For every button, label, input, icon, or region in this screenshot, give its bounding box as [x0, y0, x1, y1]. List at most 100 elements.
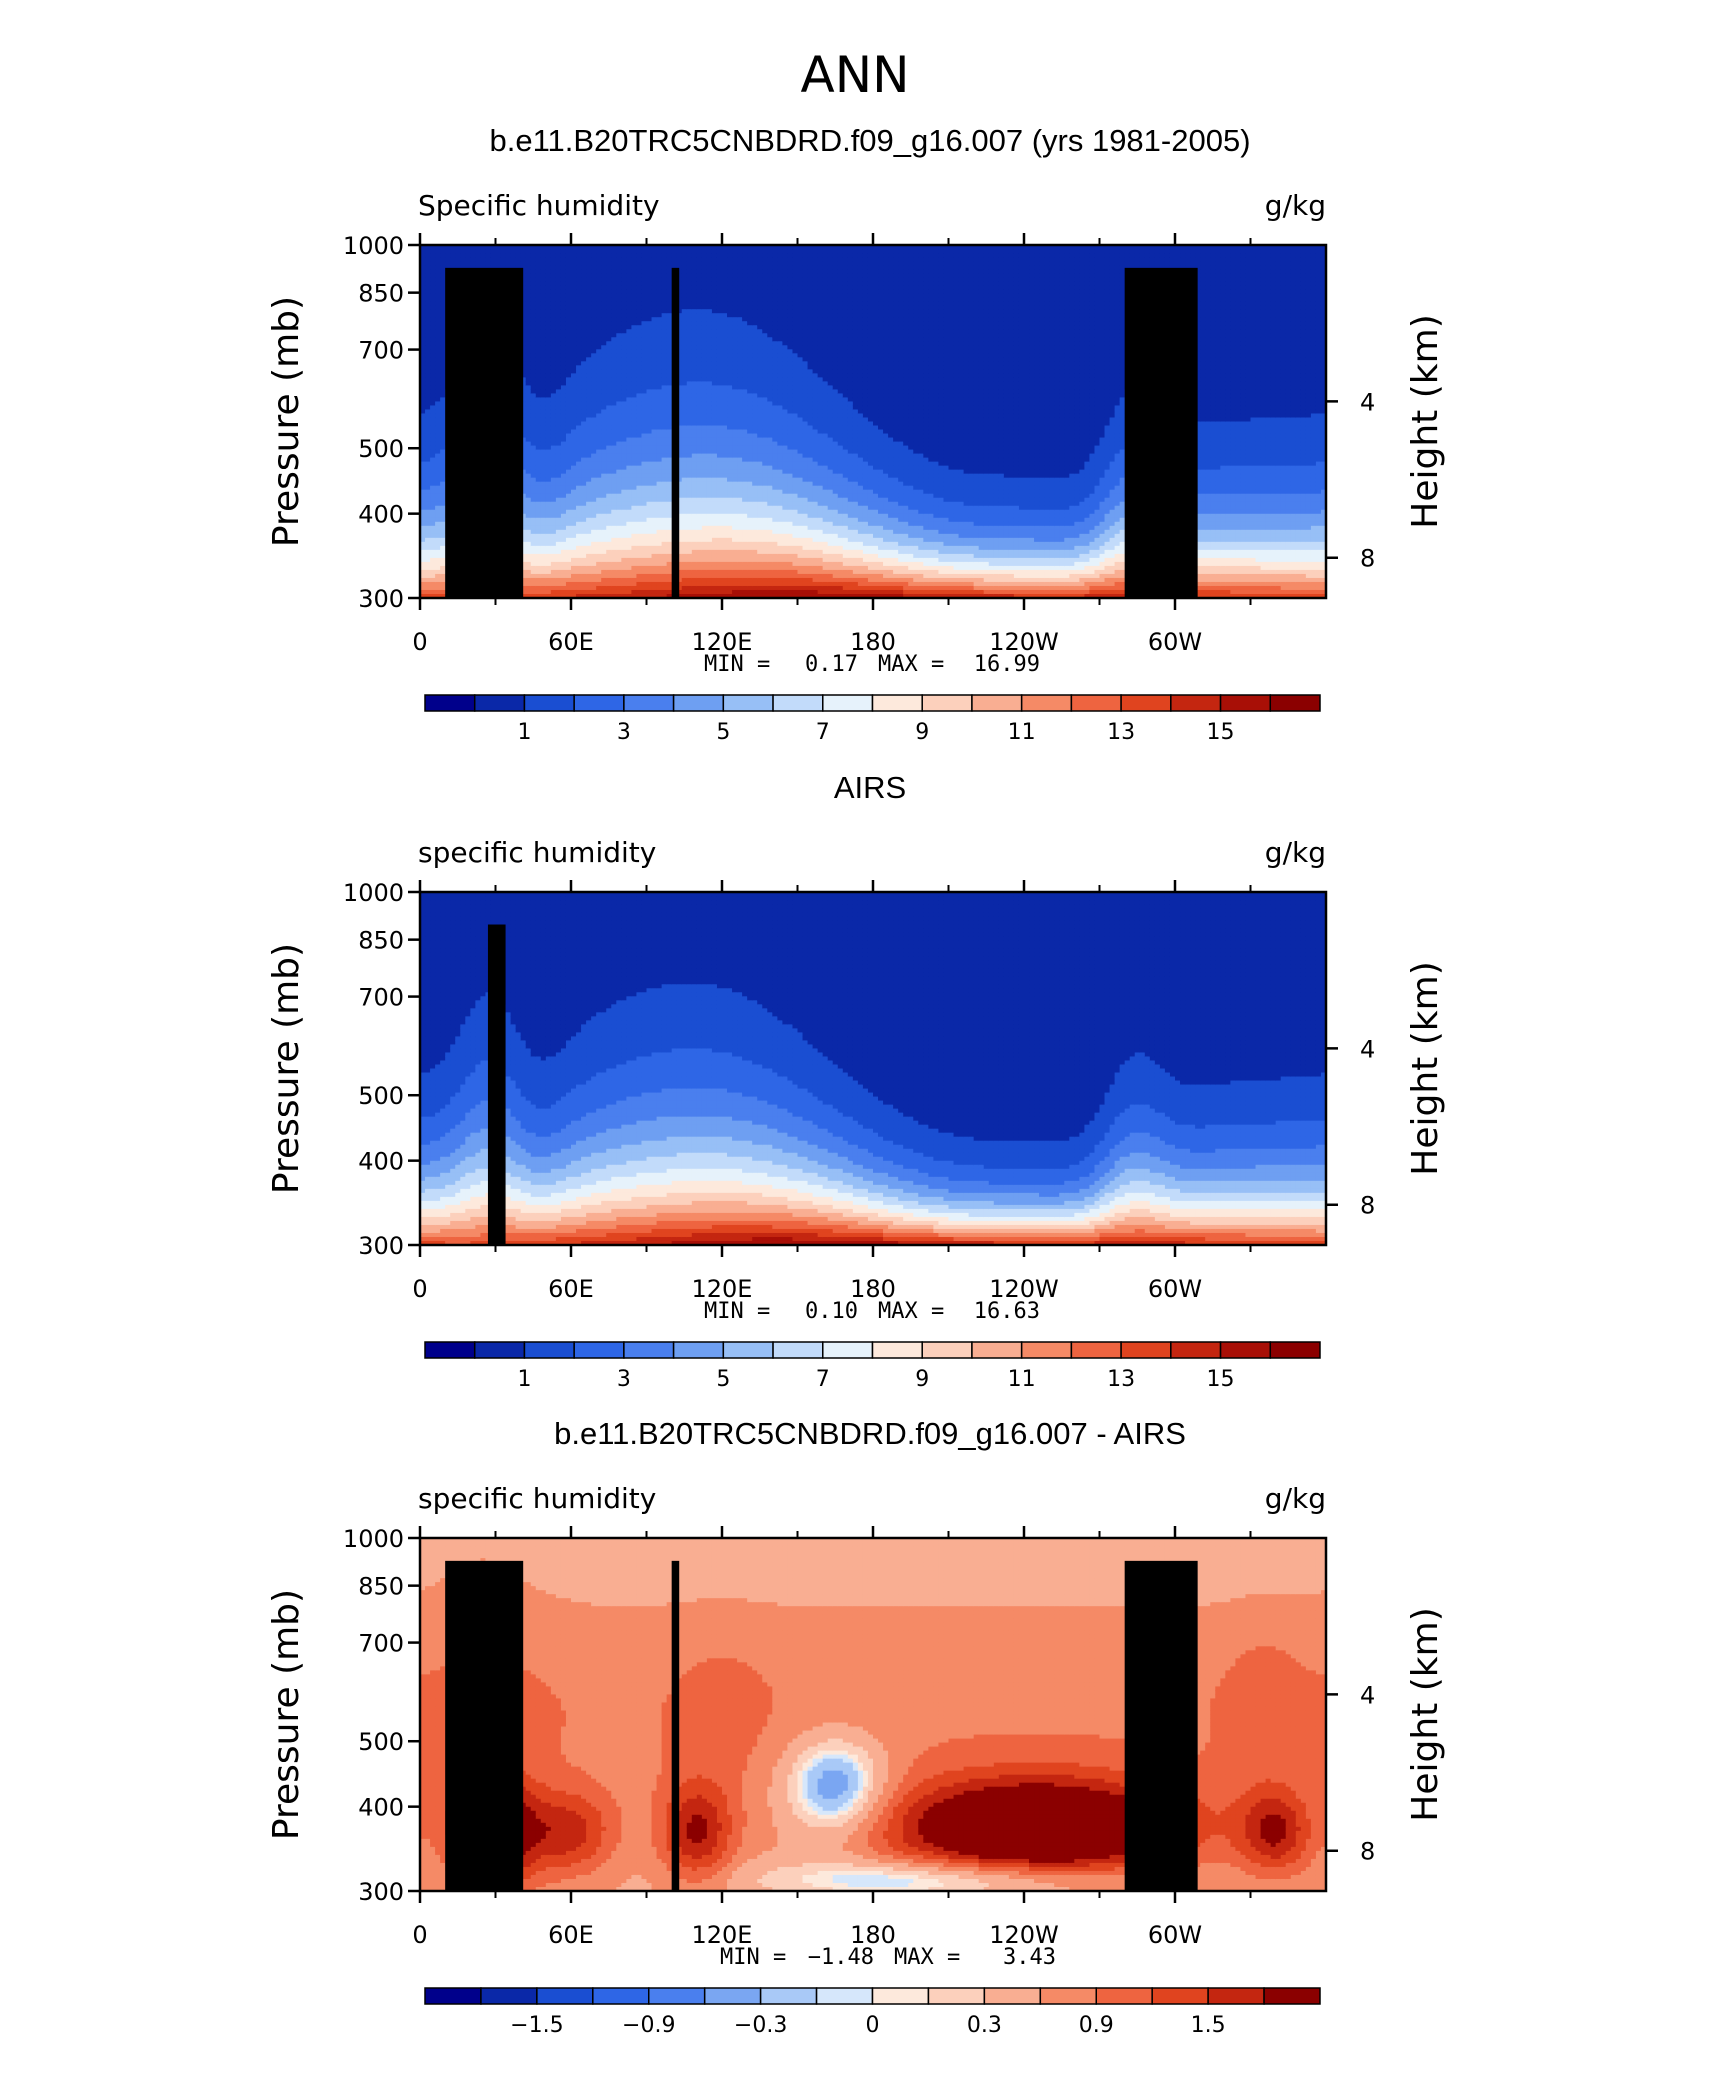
contour-cell — [626, 589, 632, 595]
contour-cell — [495, 253, 502, 258]
contour-cell — [641, 337, 648, 342]
contour-cell — [651, 313, 658, 318]
contour-cell — [525, 297, 532, 302]
contour-cell — [686, 453, 693, 459]
contour-cell — [591, 481, 597, 487]
contour-cell — [641, 281, 648, 286]
contour-cell — [455, 261, 461, 266]
contour-cell — [545, 405, 552, 411]
contour-cell — [571, 569, 577, 575]
contour-cell — [641, 273, 648, 278]
contour-cell — [520, 513, 527, 519]
contour-cell — [540, 317, 547, 322]
contour-cell — [636, 389, 643, 395]
contour-cell — [666, 389, 673, 395]
contour-cell — [606, 381, 612, 386]
contour-cell — [591, 553, 597, 559]
contour-cell — [525, 513, 532, 519]
contour-cell — [661, 417, 668, 423]
contour-cell — [646, 545, 653, 551]
contour-cell — [591, 273, 597, 278]
contour-cell — [440, 473, 446, 479]
contour-cell — [641, 529, 648, 535]
contour-cell — [696, 461, 703, 467]
contour-cell — [440, 437, 446, 443]
contour-cell — [656, 413, 663, 419]
contour-cell — [656, 449, 663, 455]
contour-cell — [435, 557, 441, 563]
contour-cell — [535, 417, 542, 423]
contour-cell — [596, 261, 602, 266]
contour-cell — [530, 309, 537, 314]
contour-cell — [616, 537, 622, 543]
contour-cell — [646, 297, 653, 302]
contour-cell — [425, 341, 431, 346]
contour-cell — [545, 305, 552, 310]
contour-cell — [520, 461, 527, 467]
contour-cell — [520, 289, 527, 294]
contour-cell — [490, 261, 497, 266]
contour-cell — [530, 305, 537, 310]
contour-cell — [606, 581, 612, 587]
contour-cell — [571, 397, 577, 403]
contour-cell — [686, 413, 693, 419]
contour-cell — [696, 305, 703, 310]
contour-cell — [435, 373, 441, 378]
contour-cell — [555, 589, 562, 595]
contour-cell — [430, 485, 436, 491]
contour-cell — [616, 493, 622, 499]
contour-cell — [440, 565, 446, 571]
contour-cell — [520, 585, 527, 591]
contour-cell — [520, 397, 527, 403]
contour-cell — [696, 265, 703, 270]
contour-cell — [636, 473, 643, 479]
contour-cell — [435, 341, 441, 346]
contour-cell — [596, 377, 602, 382]
contour-cell — [435, 481, 441, 487]
contour-cell — [616, 301, 622, 306]
contour-cell — [606, 345, 612, 350]
contour-cell — [581, 401, 587, 407]
contour-cell — [621, 497, 627, 503]
contour-cell — [520, 385, 527, 391]
contour-cell — [555, 453, 562, 459]
contour-cell — [606, 485, 612, 491]
contour-cell — [621, 365, 627, 370]
contour-cell — [596, 533, 602, 539]
contour-cell — [540, 421, 547, 427]
contour-cell — [581, 273, 587, 278]
contour-cell — [581, 257, 587, 262]
contour-cell — [626, 445, 632, 451]
contour-cell — [576, 373, 582, 378]
contour-cell — [656, 385, 663, 391]
contour-cell — [586, 417, 592, 423]
contour-cell — [430, 497, 436, 503]
contour-cell — [545, 461, 552, 467]
contour-cell — [550, 593, 557, 598]
contour-cell — [621, 481, 627, 487]
contour-cell — [586, 353, 592, 358]
contour-cell — [545, 253, 552, 258]
contour-cell — [420, 537, 426, 543]
contour-cell — [601, 333, 607, 338]
contour-cell — [535, 433, 542, 439]
contour-cell — [636, 489, 643, 495]
contour-cell — [621, 313, 627, 318]
contour-cell — [560, 405, 567, 411]
contour-cell — [560, 309, 567, 314]
contour-cell — [540, 365, 547, 370]
contour-cell — [626, 533, 632, 539]
contour-cell — [691, 509, 698, 515]
contour-cell — [560, 321, 567, 326]
contour-cell — [606, 297, 612, 302]
contour-cell — [636, 265, 643, 270]
contour-cell — [686, 365, 693, 370]
contour-cell — [576, 521, 582, 527]
contour-cell — [440, 285, 446, 290]
contour-cell — [686, 389, 693, 395]
contour-cell — [535, 521, 542, 527]
contour-cell — [636, 525, 643, 531]
contour-cell — [626, 273, 632, 278]
contour-cell — [636, 465, 643, 471]
contour-cell — [591, 497, 597, 503]
